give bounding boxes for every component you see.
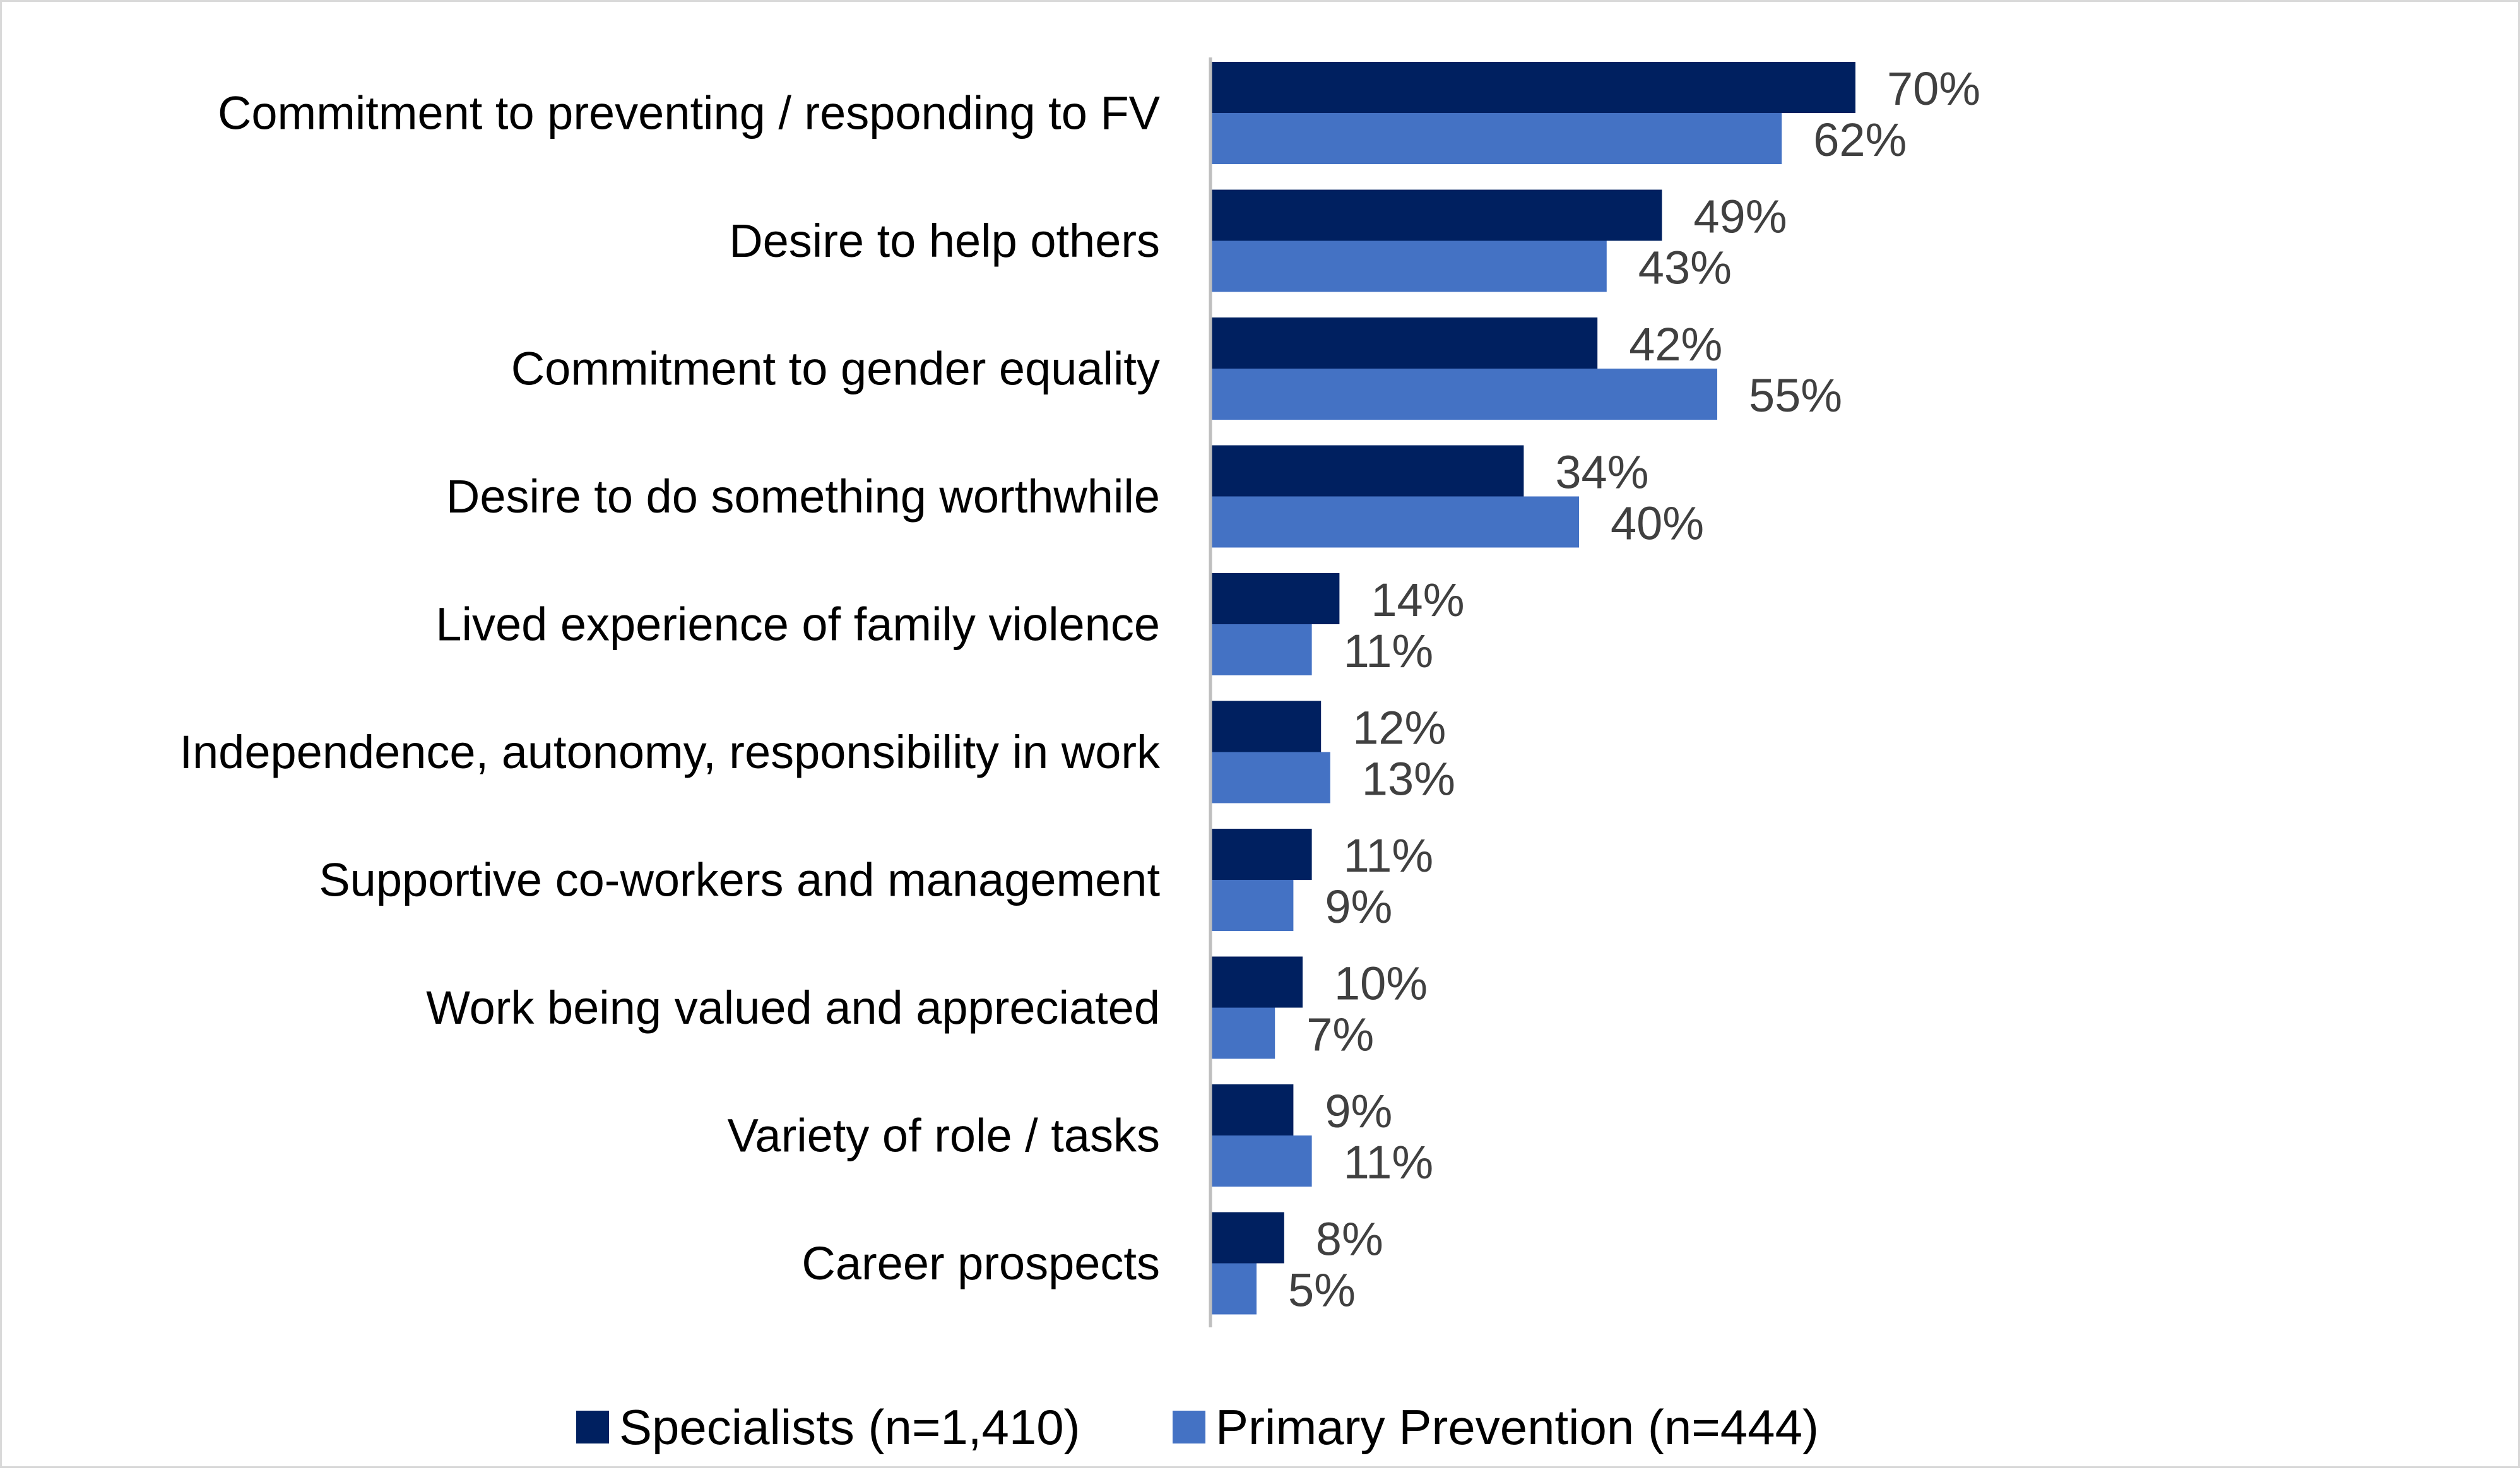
bar-specialists [1210,1212,1284,1264]
data-label: 11% [1344,829,1434,882]
legend-swatch [1173,1411,1205,1443]
labels-layer: Commitment to preventing / responding to… [179,62,1980,1317]
data-label: 9% [1325,1085,1392,1137]
data-label: 9% [1325,880,1392,933]
data-label: 10% [1334,957,1428,1010]
bar-specialists [1210,445,1524,497]
bars-layer [1210,62,1855,1315]
bar-primary-prevention [1210,369,1717,420]
bar-specialists [1210,1084,1294,1135]
bar-specialists [1210,956,1303,1008]
legend-swatch [576,1411,609,1443]
data-label: 11% [1344,625,1434,677]
data-label: 11% [1344,1136,1434,1188]
bar-specialists [1210,189,1662,241]
category-label: Commitment to gender equality [511,343,1160,395]
category-label: Commitment to preventing / responding to… [218,87,1161,139]
bar-primary-prevention [1210,1263,1257,1315]
category-label: Desire to do something worthwhile [446,470,1160,523]
category-label: Work being valued and appreciated [426,981,1160,1034]
data-label: 13% [1362,753,1455,805]
data-label: 55% [1749,369,1842,422]
data-label: 40% [1611,497,1704,550]
bar-primary-prevention [1210,624,1312,675]
category-label: Career prospects [802,1237,1160,1289]
data-label: 42% [1629,318,1722,370]
bar-primary-prevention [1210,752,1330,803]
legend: Specialists (n=1,410) Primary Prevention … [576,1399,1819,1455]
category-label: Supportive co-workers and management [319,854,1160,906]
data-label: 34% [1555,446,1648,499]
bar-specialists [1210,573,1340,624]
bar-primary-prevention [1210,113,1782,164]
legend-label: Primary Prevention (n=444) [1216,1399,1819,1455]
bar-primary-prevention [1210,880,1294,931]
data-label: 43% [1638,242,1732,294]
category-label: Lived experience of family violence [435,598,1160,651]
data-label: 14% [1371,574,1464,626]
data-label: 62% [1813,114,1907,166]
bar-specialists [1210,829,1312,880]
data-label: 70% [1887,62,1980,115]
bar-primary-prevention [1210,1135,1312,1187]
data-label: 8% [1316,1213,1383,1266]
bar-primary-prevention [1210,240,1607,292]
bar-specialists [1210,317,1598,369]
category-label: Independence, autonomy, responsibility i… [179,726,1161,778]
bar-primary-prevention [1210,496,1579,548]
data-label: 12% [1352,702,1446,754]
category-label: Variety of role / tasks [728,1110,1160,1162]
data-label: 5% [1288,1264,1356,1317]
bar-primary-prevention [1210,1007,1275,1059]
data-label: 7% [1306,1009,1374,1061]
bar-specialists [1210,701,1322,752]
bar-specialists [1210,62,1855,113]
legend-label: Specialists (n=1,410) [619,1399,1080,1455]
category-label: Desire to help others [729,215,1160,267]
data-label: 49% [1693,191,1787,243]
